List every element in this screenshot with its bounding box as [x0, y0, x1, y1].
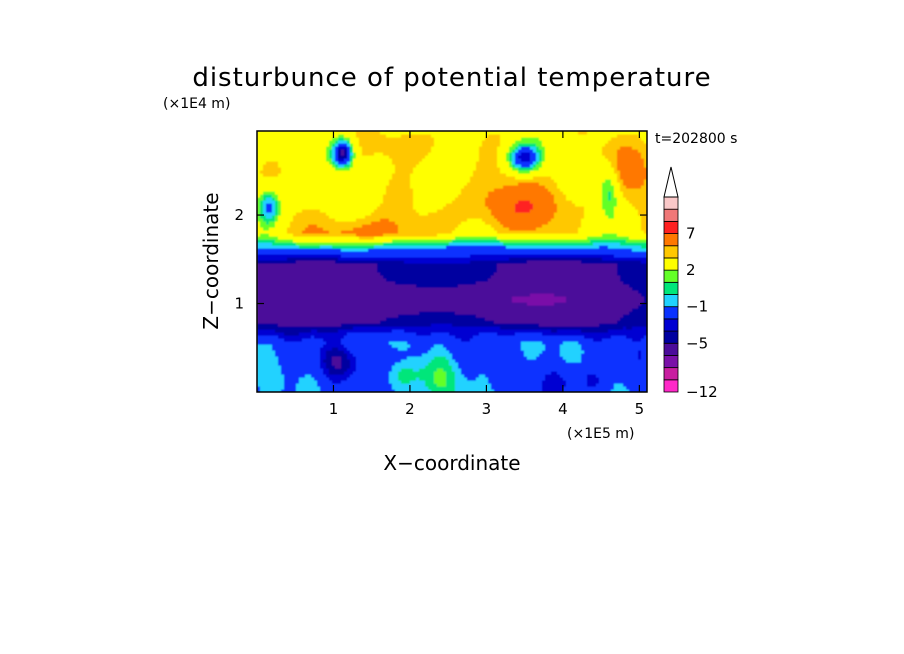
y-axis: 12 [234, 206, 647, 313]
colorbar-label: −5 [686, 334, 708, 352]
time-label: t=202800 s [655, 131, 737, 147]
heatmap-field [257, 131, 647, 392]
x-tick-label: 5 [635, 400, 645, 418]
plot-frame [256, 130, 648, 393]
colorbar-swatch [663, 342, 679, 356]
x-axis: 1 2 3 4 5 [329, 131, 644, 418]
colorbar-swatch [663, 245, 679, 259]
x-tick-label: 2 [405, 400, 415, 418]
x-axis-label: X−coordinate [383, 451, 520, 475]
x-tick-label: 1 [329, 400, 339, 418]
colorbar-label: 2 [686, 261, 696, 279]
colorbar-swatch [663, 318, 679, 332]
colorbar-swatch [663, 294, 679, 308]
x-tick-label: 4 [558, 400, 568, 418]
y-unit-label: (×1E4 m) [163, 96, 230, 112]
x-unit-label: (×1E5 m) [567, 426, 634, 442]
colorbar-swatch [663, 233, 679, 247]
y-axis-label: Z−coordinate [199, 192, 223, 329]
colorbar-swatch [663, 306, 679, 320]
colorbar-label: −12 [686, 383, 718, 401]
colorbar-swatch [663, 330, 679, 344]
colorbar-swatch [663, 367, 679, 381]
colorbar: −12−5−127 [663, 166, 718, 401]
colorbar-swatch [663, 269, 679, 283]
y-tick-label: 1 [234, 295, 244, 313]
colorbar-swatch [663, 208, 679, 222]
colorbar-extend-arrow [663, 166, 679, 198]
colorbar-swatch [663, 257, 679, 271]
colorbar-label: −1 [686, 298, 708, 316]
y-tick-label: 2 [234, 206, 244, 224]
colorbar-label: 7 [686, 225, 696, 243]
chart-title: disturbunce of potential temperature [192, 63, 711, 93]
colorbar-swatch [663, 220, 679, 234]
colorbar-swatch [663, 379, 679, 393]
colorbar-swatch [663, 281, 679, 295]
x-tick-label: 3 [482, 400, 492, 418]
colorbar-swatch [663, 196, 679, 210]
colorbar-swatch [663, 355, 679, 369]
